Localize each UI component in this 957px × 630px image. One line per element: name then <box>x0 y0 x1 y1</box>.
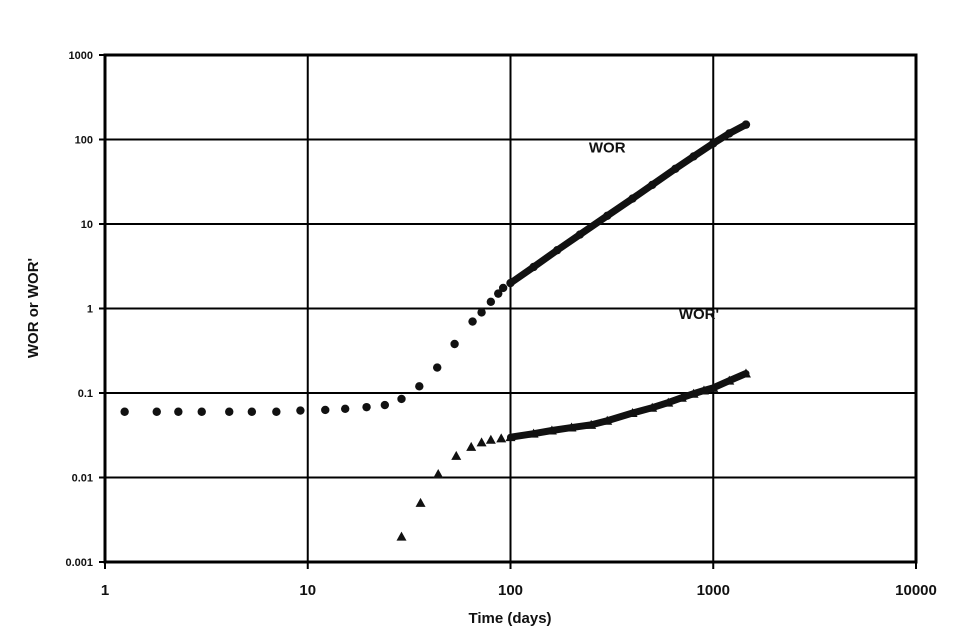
x-tick-label: 10 <box>299 582 316 599</box>
data-point <box>485 434 496 444</box>
data-point <box>174 407 183 416</box>
data-point <box>450 339 459 349</box>
series-layer <box>120 120 751 541</box>
grid <box>105 55 916 562</box>
data-point <box>415 382 424 391</box>
data-point <box>296 406 305 415</box>
data-point <box>415 497 426 507</box>
data-point <box>498 283 508 293</box>
data-point <box>433 469 444 479</box>
y-tick-label: 0.001 <box>65 557 93 569</box>
data-point <box>468 317 477 326</box>
x-tick-label: 10000 <box>895 582 937 599</box>
data-point <box>225 407 234 416</box>
series-trace <box>507 121 750 287</box>
x-tick-label: 1 <box>101 582 109 599</box>
data-point <box>476 437 487 447</box>
series-annotation: WOR' <box>679 306 719 323</box>
data-point <box>152 407 161 416</box>
y-tick-label: 0.1 <box>78 388 93 400</box>
axis-ticks: 1 10 100 1000 10000 0.001 0.01 0.1 1 10 100 1000 <box>65 50 936 599</box>
x-tick-label: 1000 <box>697 582 730 599</box>
data-point <box>272 407 281 416</box>
data-point <box>477 308 486 317</box>
data-point <box>197 407 206 416</box>
data-point <box>396 531 407 541</box>
data-point <box>397 394 406 404</box>
x-axis-title: Time (days) <box>468 610 551 627</box>
data-point <box>486 297 496 307</box>
y-tick-label: 1 <box>87 304 93 316</box>
data-point <box>321 405 330 415</box>
data-point <box>433 363 442 372</box>
data-point <box>494 289 503 298</box>
data-point <box>120 407 129 416</box>
y-tick-label: 10 <box>81 219 93 231</box>
y-tick-label: 100 <box>75 135 93 147</box>
data-point <box>380 400 390 410</box>
annotations: WOR WOR' <box>589 140 719 323</box>
series-annotation: WOR <box>589 140 626 157</box>
data-point <box>496 433 507 443</box>
data-point <box>362 402 371 412</box>
data-point <box>247 407 257 416</box>
y-tick-label: 1000 <box>69 50 93 62</box>
series-trace <box>507 370 750 441</box>
data-point <box>340 404 350 414</box>
data-point <box>451 450 462 460</box>
x-tick-label: 100 <box>498 582 523 599</box>
data-point <box>466 441 477 451</box>
y-tick-label: 0.01 <box>72 473 93 485</box>
y-axis-title: WOR or WOR' <box>25 258 42 358</box>
